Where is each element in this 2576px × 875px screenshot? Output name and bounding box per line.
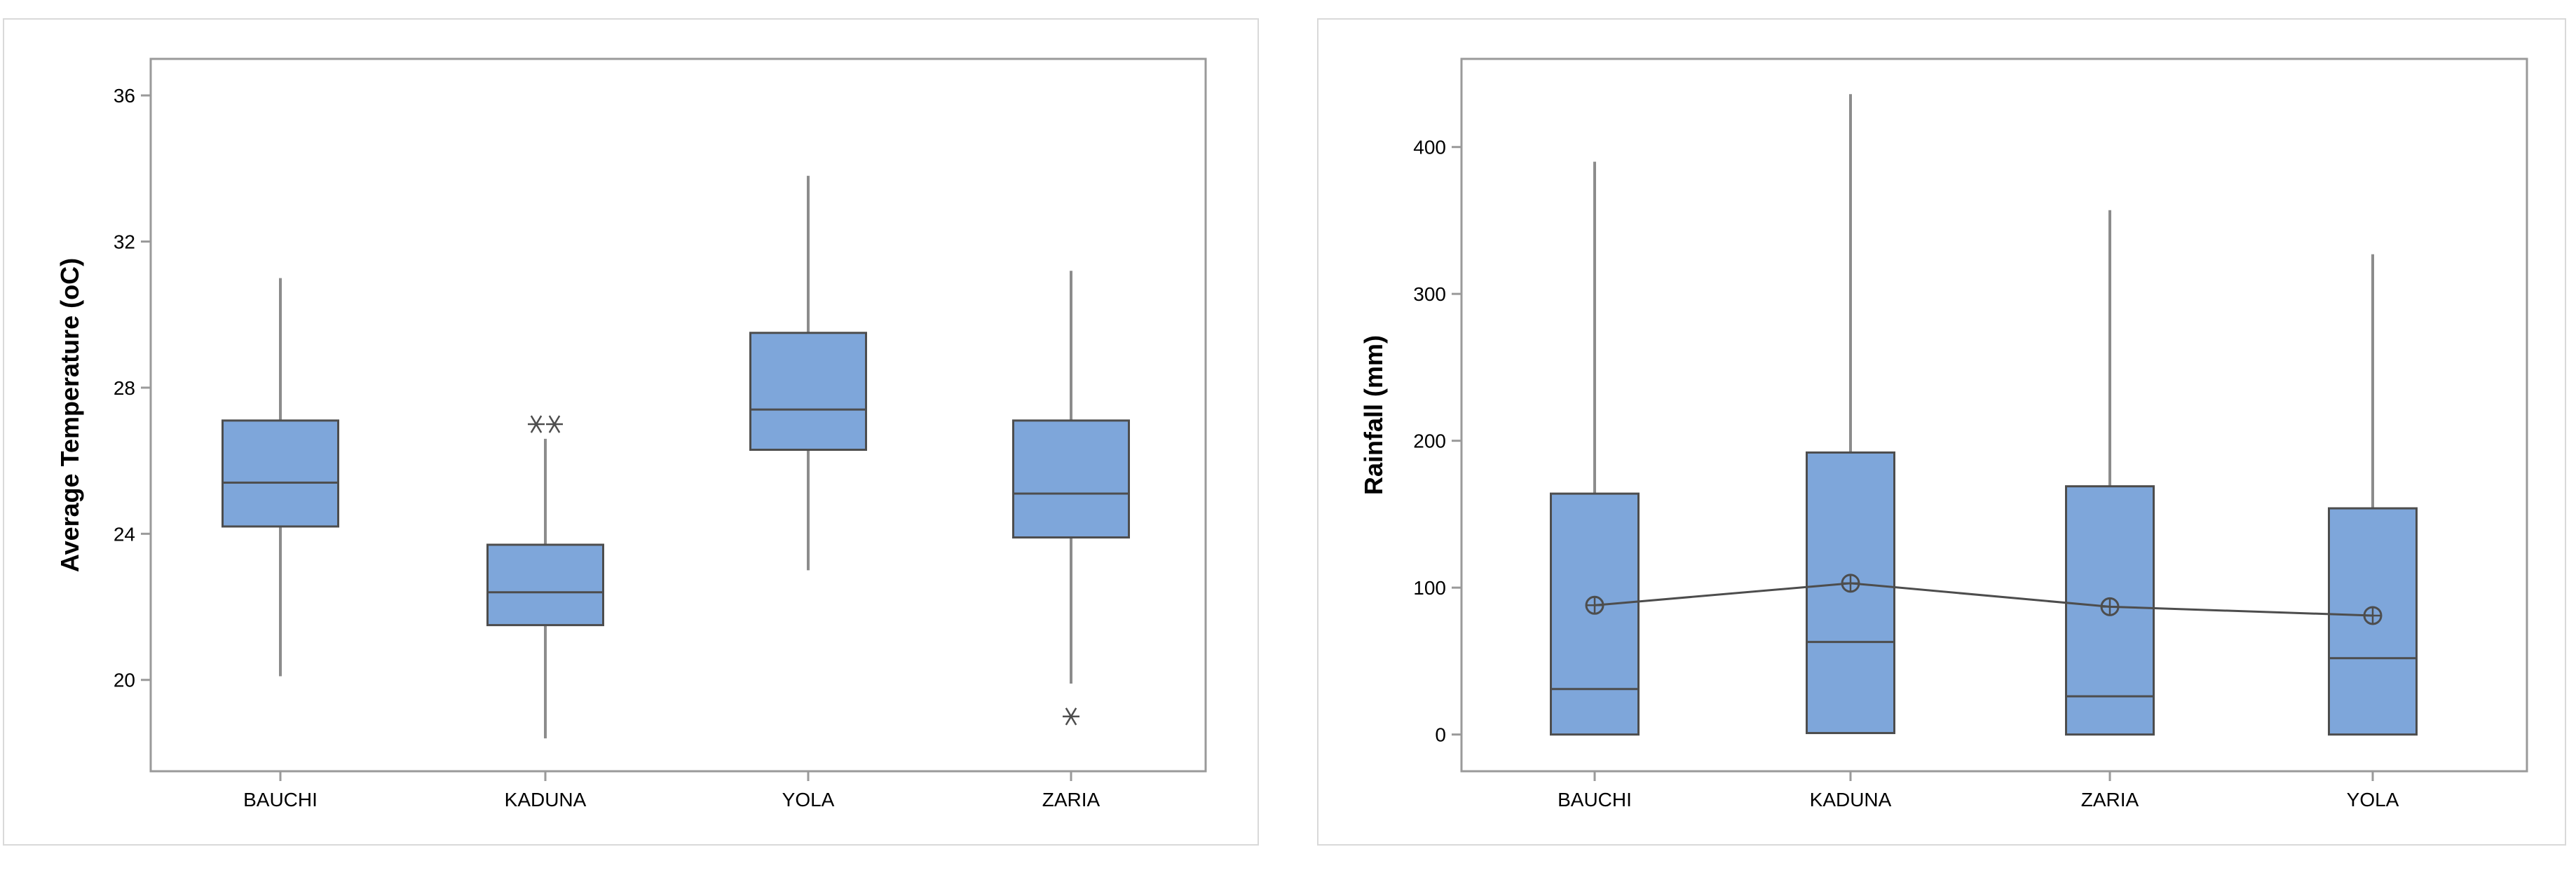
box-iqr <box>749 332 867 451</box>
box-iqr <box>486 543 604 627</box>
y-tick-label: 300 <box>1413 283 1446 305</box>
y-tick-label: 200 <box>1413 430 1446 452</box>
rainfall-boxplot-panel: 0 100 200 300 400 Rainfall (mm) BAUCHI KADUNA ZA… <box>1317 18 2566 846</box>
outlier-stroke <box>1065 707 1077 726</box>
y-tick-label: 100 <box>1413 577 1446 599</box>
plot-frame <box>1460 57 2528 773</box>
outlier-stroke <box>530 415 543 433</box>
box-iqr <box>1012 419 1130 539</box>
box-yola <box>749 175 867 571</box>
mean-symbol <box>1585 595 1604 615</box>
mean-connect-line <box>1594 582 2373 617</box>
box-iqr <box>1806 451 1895 735</box>
y-axis-title: Rainfall (mm) <box>1359 335 1388 495</box>
outlier-marker <box>546 415 563 433</box>
y-tick-label: 0 <box>1435 724 1446 746</box>
x-tick-label: YOLA <box>2347 789 2399 810</box>
box-bauchi <box>222 278 339 677</box>
box-kaduna <box>486 415 604 739</box>
box-kaduna <box>1806 94 1895 735</box>
x-tick-label: BAUCHI <box>1558 789 1632 810</box>
box-iqr <box>222 419 339 528</box>
y-axis-title: Average Temperature (oC) <box>55 258 84 572</box>
y-tick-label: 36 <box>114 85 135 107</box>
x-tick-label: BAUCHI <box>243 789 318 810</box>
x-tick-label: KADUNA <box>505 789 587 810</box>
y-tick-label: 24 <box>114 523 135 545</box>
outlier-stroke <box>548 415 561 433</box>
mean-symbol <box>2363 606 2383 625</box>
y-tick-label: 28 <box>114 377 135 399</box>
y-tick-label: 400 <box>1413 137 1446 158</box>
box-zaria <box>1012 271 1130 726</box>
x-tick-label: ZARIA <box>2081 789 2139 810</box>
temperature-boxplot-panel: 20 24 28 32 36 Average Temperature (oC) BAUCHI… <box>3 18 1259 846</box>
y-tick-label: 32 <box>114 231 135 253</box>
x-tick-label: KADUNA <box>1810 789 1892 810</box>
outlier-marker <box>528 415 545 433</box>
mean-symbol <box>2100 597 2120 616</box>
mean-symbol <box>1841 574 1860 593</box>
y-tick-label: 20 <box>114 670 135 691</box>
x-tick-label: ZARIA <box>1042 789 1100 810</box>
plot-frame <box>149 57 1207 773</box>
outlier-marker <box>1063 707 1079 726</box>
x-tick-label: YOLA <box>782 789 835 810</box>
